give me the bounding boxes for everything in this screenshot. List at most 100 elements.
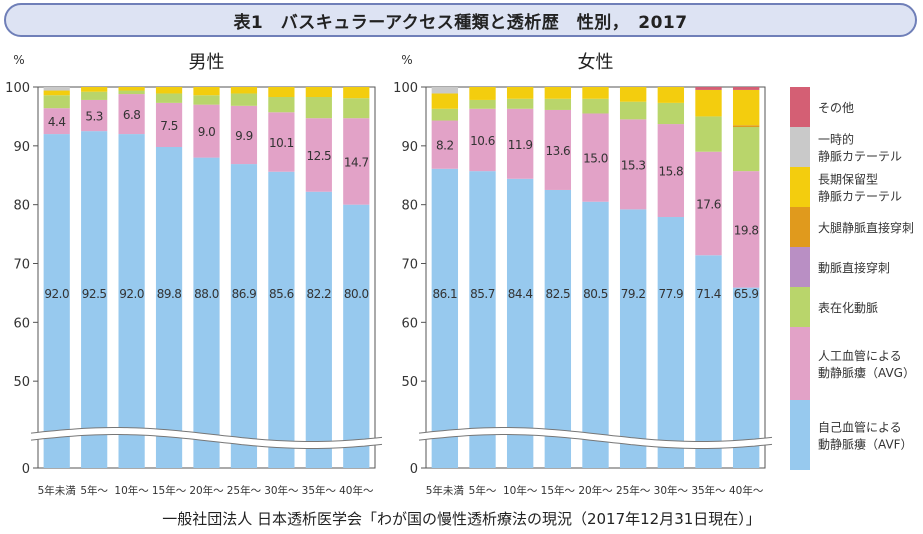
y-tick-label-female: 70 — [401, 258, 418, 273]
y-tick-label-male: 0 — [22, 462, 30, 477]
bar-segment-male — [43, 134, 70, 469]
data-label-male: 85.6 — [269, 287, 294, 301]
bar-segment-male — [193, 95, 220, 105]
x-tick-label-male: 40年～ — [339, 484, 374, 497]
data-label-male: 92.5 — [82, 287, 107, 301]
y-tick-label-male: 70 — [13, 258, 30, 273]
bar-segment-male — [305, 118, 332, 192]
data-label-male: 86.9 — [232, 287, 257, 301]
legend-label: 動脈直接穿刺 — [818, 260, 890, 275]
legend-swatch — [790, 287, 810, 327]
legend-swatch — [790, 400, 810, 470]
bar-segment-male — [343, 98, 370, 119]
bar-segment-male — [118, 87, 145, 91]
bar-segment-female — [469, 87, 496, 100]
bar-segment-male — [230, 87, 258, 94]
legend-label: 表在化動脈 — [818, 301, 878, 315]
data-label-female: 77.9 — [658, 287, 683, 301]
data-label-male: 14.7 — [344, 155, 369, 169]
bar-segment-female — [732, 89, 760, 126]
bar-segment-female — [544, 189, 572, 469]
data-label-male: 12.5 — [306, 149, 331, 163]
stacked-bar-charts: 男性% 0 50 60 70 80 90 100 92.0 4.4 5年未満 92.5 5.3 5年～ 92… — [5, 52, 915, 497]
x-tick-label-female: 20年～ — [578, 484, 613, 497]
bar-segment-male — [118, 94, 145, 135]
legend-swatch — [790, 247, 810, 287]
bar-segment-male — [230, 164, 258, 468]
bar-segment-female — [469, 108, 496, 172]
legend-label: 自己血管による — [818, 420, 902, 435]
bar-segment-male — [343, 118, 370, 205]
data-label-female: 19.8 — [734, 223, 759, 237]
bar-segment-female — [732, 287, 760, 468]
x-tick-label-female: 25年～ — [616, 484, 651, 497]
bar-segment-male — [155, 87, 183, 94]
data-label-male: 88.0 — [194, 287, 219, 301]
data-label-male: 10.1 — [269, 136, 294, 150]
bar-segment-male — [43, 108, 70, 135]
bar-segment-female — [431, 93, 459, 109]
bar-segment-female — [732, 171, 760, 288]
bar-segment-female — [431, 87, 459, 94]
bar-segment-female — [619, 101, 647, 120]
y-tick-label-female: 60 — [401, 316, 418, 331]
data-label-female: 10.6 — [470, 134, 495, 148]
x-tick-label-male: 35年～ — [302, 484, 337, 497]
x-tick-label-male: 15年～ — [152, 484, 187, 497]
data-label-female: 17.6 — [696, 197, 721, 211]
panel-title-male: 男性 — [189, 52, 225, 73]
data-label-male: 89.8 — [157, 287, 182, 301]
y-tick-label-male: 100 — [5, 81, 30, 96]
x-tick-label-female: 40年～ — [729, 484, 764, 497]
bar-segment-female — [582, 201, 609, 468]
bar-segment-female — [695, 116, 722, 152]
data-label-female: 85.7 — [470, 287, 495, 301]
x-tick-label-male: 30年～ — [264, 484, 299, 497]
source-note: 一般社団法人 日本透析医学会「わが国の慢性透析療法の現況（2017年12月31日… — [162, 510, 761, 528]
y-tick-label-male: 90 — [13, 140, 30, 155]
axis-break-line-female — [418, 434, 773, 449]
x-tick-label-female: 30年～ — [654, 484, 689, 497]
bar-segment-male — [305, 87, 332, 98]
data-label-male: 6.8 — [123, 108, 141, 122]
x-tick-label-male: 5年未満 — [38, 484, 77, 497]
data-label-female: 15.0 — [583, 152, 608, 166]
bar-segment-female — [544, 98, 572, 110]
bar-segment-female — [582, 87, 609, 99]
data-label-female: 86.1 — [432, 287, 457, 301]
legend-label: 動静脈瘻（AVF） — [818, 438, 913, 452]
data-label-female: 15.8 — [658, 165, 683, 179]
x-tick-label-female: 5年未満 — [426, 484, 465, 497]
bar-segment-female — [732, 125, 760, 128]
data-label-male: 92.0 — [119, 287, 144, 301]
legend-label: 静脈カテーテル — [818, 150, 902, 164]
bar-segment-male — [305, 97, 332, 119]
x-tick-label-male: 5年～ — [80, 484, 108, 497]
bar-segment-female — [431, 168, 459, 469]
bar-segment-male — [268, 112, 295, 172]
legend-label: 長期保留型 — [818, 173, 878, 187]
y-tick-label-female: 80 — [401, 199, 418, 214]
data-label-female: 13.6 — [545, 144, 570, 158]
x-tick-label-female: 10年～ — [503, 484, 538, 497]
axis-break-line-female — [418, 427, 773, 442]
y-tick-label-female: 100 — [393, 81, 418, 96]
bar-segment-female — [732, 127, 760, 172]
data-label-male: 80.0 — [344, 287, 369, 301]
y-axis-unit-female: % — [401, 53, 412, 67]
bar-segment-male — [268, 171, 295, 468]
bar-segment-female — [695, 89, 722, 117]
figure-title: 表1 バスキュラーアクセス種類と透析歴 性別， 2017 — [4, 3, 917, 37]
bar-segment-female — [469, 171, 496, 469]
panel-title-female: 女性 — [578, 52, 614, 73]
data-label-female: 79.2 — [621, 287, 646, 301]
bar-segment-male — [155, 93, 183, 103]
data-label-male: 5.3 — [85, 110, 103, 124]
bar-segment-female — [544, 109, 572, 190]
bar-segment-male — [155, 147, 183, 468]
legend-swatch — [790, 207, 810, 247]
bar-segment-male — [193, 87, 220, 96]
bar-segment-male — [118, 134, 145, 469]
bar-segment-female — [657, 124, 685, 218]
bar-segment-male — [193, 157, 220, 468]
